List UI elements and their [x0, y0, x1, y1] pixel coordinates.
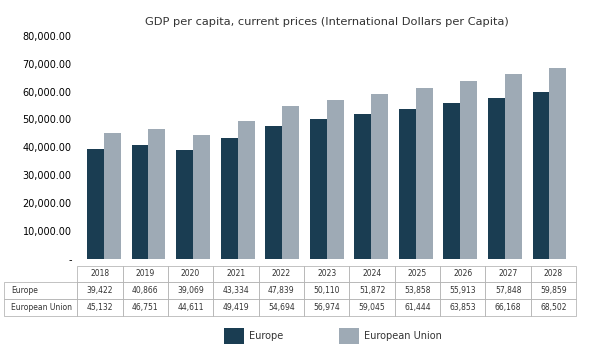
Bar: [148, 129, 165, 259]
Bar: [221, 138, 238, 259]
Bar: [225, 327, 244, 344]
Title: GDP per capita, current prices (International Dollars per Capita): GDP per capita, current prices (Internat…: [145, 16, 508, 26]
Bar: [193, 135, 210, 259]
Bar: [87, 149, 104, 259]
Bar: [460, 81, 477, 259]
Bar: [505, 74, 522, 259]
Bar: [309, 119, 327, 259]
Bar: [238, 121, 254, 259]
Bar: [327, 100, 343, 259]
Bar: [104, 133, 121, 259]
Bar: [265, 126, 282, 259]
Bar: [354, 114, 371, 259]
Bar: [339, 327, 359, 344]
Bar: [371, 94, 388, 259]
Bar: [282, 106, 299, 259]
Bar: [131, 145, 148, 259]
Bar: [416, 87, 432, 259]
Bar: [488, 97, 505, 259]
Bar: [399, 109, 416, 259]
Text: Europe: Europe: [249, 331, 283, 341]
Bar: [443, 103, 460, 259]
Bar: [176, 150, 193, 259]
Text: European Union: European Union: [364, 331, 442, 341]
Bar: [532, 92, 549, 259]
Bar: [549, 68, 567, 259]
